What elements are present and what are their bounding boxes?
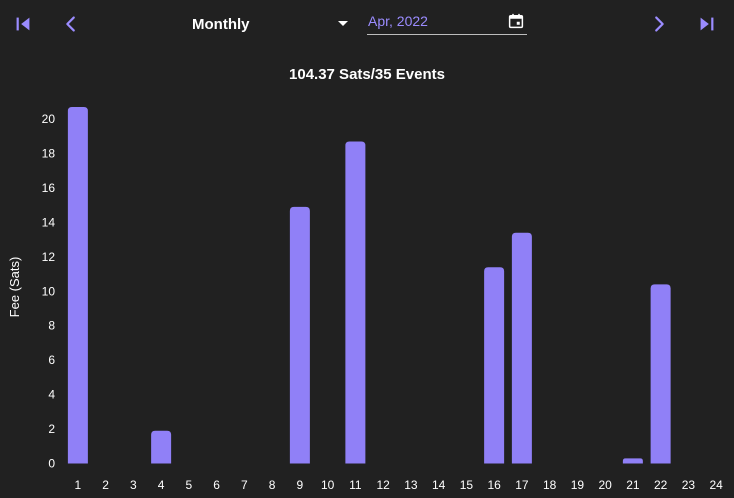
bar-day-11[interactable] bbox=[345, 141, 366, 464]
x-tick-label: 9 bbox=[297, 478, 304, 492]
bar-day-17[interactable] bbox=[511, 232, 532, 464]
x-tick-label: 7 bbox=[241, 478, 248, 492]
bars bbox=[67, 107, 671, 464]
chart-title: 104.37 Sats/35 Events bbox=[289, 66, 445, 83]
x-tick-label: 17 bbox=[515, 478, 529, 492]
x-tick-label: 19 bbox=[571, 478, 585, 492]
x-tick-label: 23 bbox=[682, 478, 696, 492]
y-tick-label: 6 bbox=[48, 353, 55, 367]
x-tick-label: 13 bbox=[404, 478, 418, 492]
y-tick-label: 18 bbox=[42, 147, 56, 161]
toolbar: Monthly Apr, 2022 bbox=[0, 0, 734, 50]
x-tick-label: 2 bbox=[102, 478, 109, 492]
x-tick-label: 22 bbox=[654, 478, 668, 492]
x-tick-label: 3 bbox=[130, 478, 137, 492]
x-tick-label: 8 bbox=[269, 478, 276, 492]
x-tick-label: 14 bbox=[432, 478, 446, 492]
y-tick-label: 2 bbox=[48, 422, 55, 436]
first-page-button[interactable] bbox=[9, 10, 37, 38]
last-page-icon bbox=[700, 17, 714, 31]
x-tick-label: 12 bbox=[376, 478, 390, 492]
period-select[interactable]: Monthly bbox=[190, 10, 352, 38]
y-tick-label: 10 bbox=[42, 284, 56, 298]
y-tick-label: 0 bbox=[48, 457, 55, 471]
next-button[interactable] bbox=[645, 10, 673, 38]
x-tick-label: 5 bbox=[186, 478, 193, 492]
bar-day-9[interactable] bbox=[289, 206, 310, 464]
x-tick-label: 10 bbox=[321, 478, 335, 492]
x-axis-ticks: 1 2 3 4 5 6 7 8 9 10 11 12 13 14 15 16 17 18 19 20 21 22 23 24 bbox=[75, 478, 724, 492]
y-tick-label: 4 bbox=[48, 388, 55, 402]
x-tick-label: 18 bbox=[543, 478, 557, 492]
y-tick-label: 16 bbox=[42, 181, 56, 195]
chevron-down-icon bbox=[338, 21, 348, 26]
y-tick-label: 12 bbox=[42, 250, 56, 264]
previous-button[interactable] bbox=[57, 10, 85, 38]
bar-day-16[interactable] bbox=[484, 267, 505, 464]
y-tick-label: 20 bbox=[42, 112, 56, 126]
month-picker-value: Apr, 2022 bbox=[368, 13, 428, 29]
bar-day-1[interactable] bbox=[67, 107, 88, 464]
x-tick-label: 15 bbox=[460, 478, 474, 492]
x-tick-label: 20 bbox=[598, 478, 612, 492]
y-axis-ticks: 0 2 4 6 8 10 12 14 16 18 20 bbox=[42, 112, 56, 470]
y-tick-label: 14 bbox=[42, 215, 56, 229]
y-tick-label: 8 bbox=[48, 319, 55, 333]
bar-day-22[interactable] bbox=[650, 284, 671, 464]
chevron-right-icon bbox=[655, 16, 664, 32]
chevron-left-icon bbox=[66, 16, 75, 32]
x-tick-label: 16 bbox=[487, 478, 501, 492]
first-page-icon bbox=[16, 17, 30, 31]
x-tick-label: 4 bbox=[158, 478, 165, 492]
y-axis-title: Fee (Sats) bbox=[7, 257, 22, 318]
bar-day-21[interactable] bbox=[622, 458, 643, 464]
x-tick-label: 21 bbox=[626, 478, 640, 492]
x-tick-label: 11 bbox=[349, 478, 362, 492]
last-page-button[interactable] bbox=[693, 10, 721, 38]
x-tick-label: 24 bbox=[709, 478, 723, 492]
month-picker-field[interactable]: Apr, 2022 bbox=[367, 8, 527, 35]
x-tick-label: 6 bbox=[213, 478, 220, 492]
calendar-icon[interactable] bbox=[507, 12, 525, 30]
x-tick-label: 1 bbox=[75, 478, 82, 492]
bar-day-4[interactable] bbox=[151, 430, 172, 464]
period-select-value: Monthly bbox=[192, 15, 250, 33]
